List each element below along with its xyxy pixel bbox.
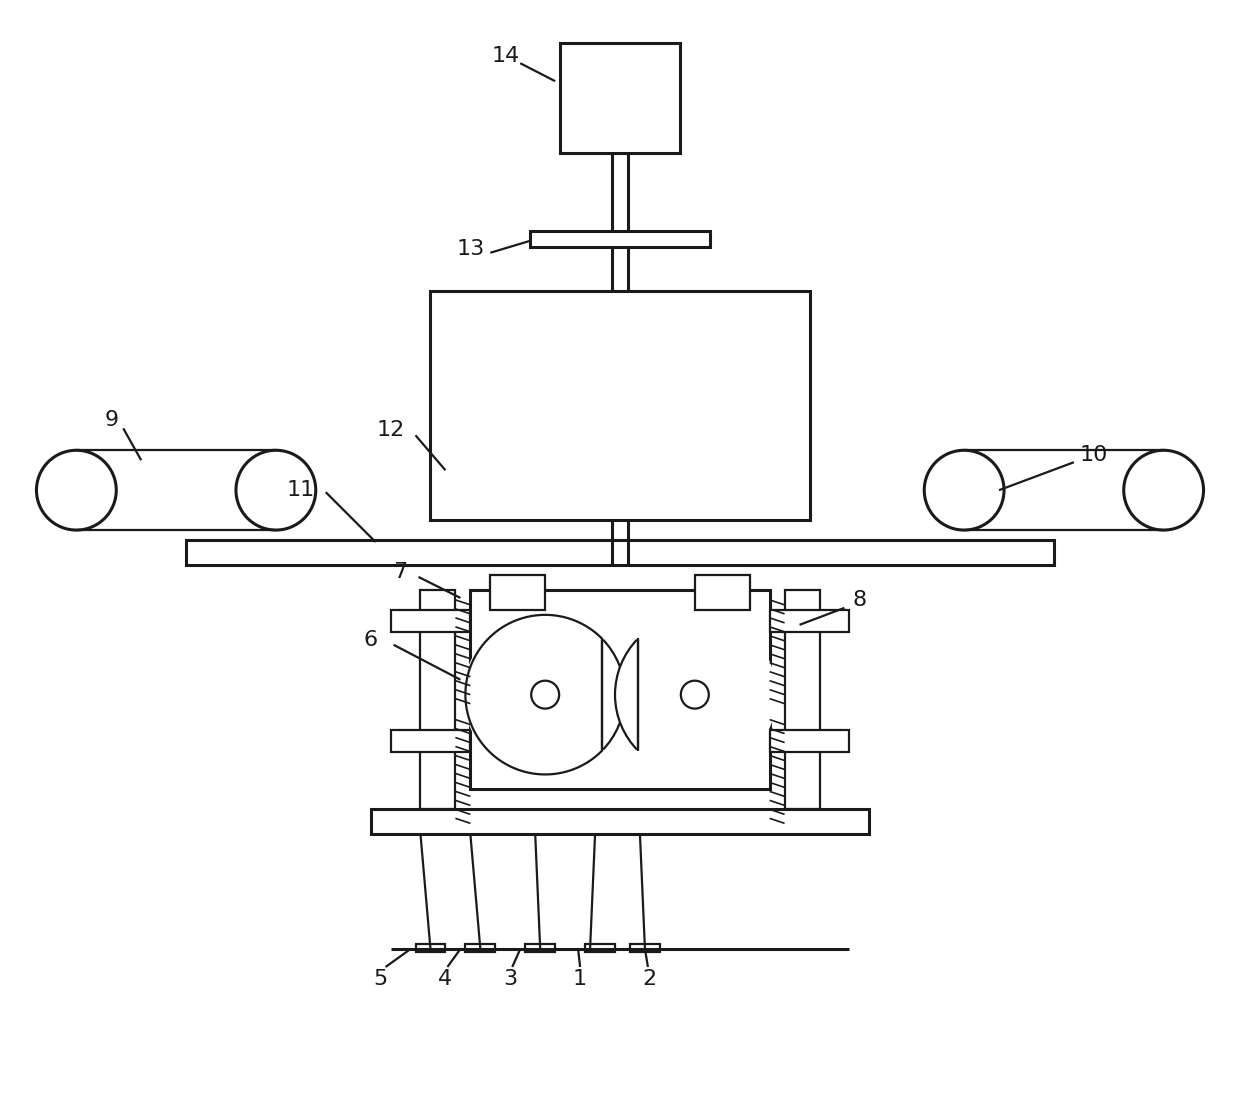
Bar [770,609,849,632]
Bar [371,810,869,834]
Text: 2: 2 [642,969,657,989]
Bar [526,944,556,952]
Circle shape [924,450,1004,530]
Circle shape [681,681,709,708]
Circle shape [236,450,316,530]
Text: 12: 12 [377,420,404,440]
Bar [415,944,445,952]
Text: 9: 9 [104,410,118,430]
Bar [560,43,680,153]
Text: 10: 10 [1080,445,1109,465]
Bar [630,944,660,952]
Bar [490,575,546,609]
Text: 4: 4 [439,969,453,989]
Text: 6: 6 [363,629,378,649]
Bar [420,589,455,810]
Text: 5: 5 [373,969,388,989]
Bar [470,589,770,790]
Bar [391,609,470,632]
Bar [585,944,615,952]
Text: 14: 14 [491,47,520,67]
Text: 13: 13 [456,239,485,259]
Circle shape [36,450,117,530]
Circle shape [531,681,559,708]
Bar [785,589,820,810]
Bar [186,540,1054,565]
Text: 11: 11 [286,480,315,500]
Bar [465,944,495,952]
Bar [694,575,750,609]
Circle shape [465,615,625,774]
Circle shape [615,615,775,774]
Bar [391,729,470,752]
Text: 1: 1 [573,969,588,989]
Circle shape [1123,450,1204,530]
Text: 8: 8 [852,589,867,609]
Text: 7: 7 [393,562,408,582]
Bar [430,290,810,520]
Text: 3: 3 [503,969,517,989]
Bar [531,231,709,247]
Bar [770,729,849,752]
